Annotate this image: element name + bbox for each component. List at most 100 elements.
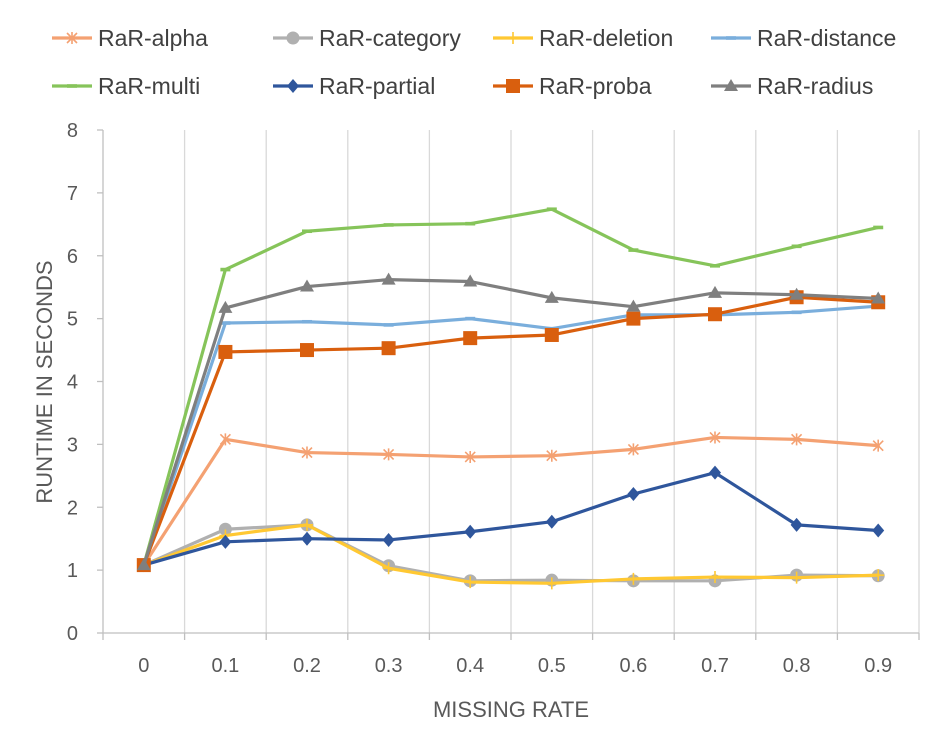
data-point <box>708 307 722 322</box>
series-RaR-partial <box>137 465 885 573</box>
legend-label: RaR-distance <box>757 25 896 51</box>
data-point <box>463 331 478 346</box>
series-RaR-alpha <box>138 431 884 572</box>
series-line <box>142 278 880 567</box>
data-point <box>465 316 476 321</box>
data-point <box>300 279 314 292</box>
data-point <box>872 523 885 538</box>
legend-label: RaR-deletion <box>539 25 673 51</box>
x-tick-label: 0.8 <box>783 655 811 677</box>
series-layer <box>136 207 886 590</box>
x-tick-label: 0.4 <box>456 655 484 677</box>
y-tick-label: 4 <box>67 372 78 394</box>
data-point <box>626 311 641 326</box>
data-point <box>300 343 314 358</box>
data-point <box>218 344 233 359</box>
data-point <box>791 310 802 315</box>
series-line <box>142 435 880 567</box>
legend: RaR-alpha RaR-category RaR-deletion RaR-dis… <box>52 25 896 99</box>
series-line <box>142 471 880 567</box>
data-point <box>381 341 396 356</box>
series-line <box>142 295 880 567</box>
data-point <box>709 431 721 444</box>
legend-item: RaR-proba <box>493 73 652 99</box>
data-point <box>302 229 312 234</box>
y-tick-label: 3 <box>67 434 78 456</box>
data-point <box>381 272 396 285</box>
data-point <box>383 223 394 227</box>
y-tick-label: 6 <box>67 246 78 268</box>
legend-swatch-marker <box>66 32 78 44</box>
legend-item: RaR-multi <box>52 73 200 99</box>
data-point <box>464 524 477 539</box>
series-line <box>142 523 880 585</box>
legend-swatch-marker <box>506 79 520 93</box>
y-axis-title: RUNTIME IN SECONDS <box>32 260 57 503</box>
legend-swatch-marker <box>726 36 736 40</box>
data-point <box>383 448 395 461</box>
legend-item: RaR-alpha <box>52 25 208 51</box>
data-point <box>626 299 641 312</box>
y-tick-label: 2 <box>67 497 78 519</box>
legend-item: RaR-radius <box>711 73 873 99</box>
data-point <box>545 577 558 590</box>
data-point <box>872 569 885 582</box>
y-tick-label: 0 <box>67 623 78 645</box>
x-tick-label: 0.9 <box>864 655 892 677</box>
data-point <box>463 274 478 287</box>
y-tick-label: 5 <box>67 309 78 331</box>
data-point <box>544 290 559 303</box>
y-tick-label: 7 <box>67 183 78 205</box>
data-point <box>382 532 395 547</box>
legend-swatch-marker <box>286 31 300 45</box>
legend-item: RaR-distance <box>711 25 896 51</box>
data-point <box>791 244 802 249</box>
legend-swatch-marker <box>67 84 77 88</box>
x-axis-title: MISSING RATE <box>433 697 589 722</box>
grid-layer <box>183 130 920 633</box>
data-point <box>790 517 803 532</box>
series-RaR-radius <box>136 272 886 571</box>
data-point <box>220 321 231 325</box>
y-tick-label: 1 <box>67 560 78 582</box>
data-point <box>546 449 558 462</box>
data-point <box>382 562 395 575</box>
legend-swatch-marker <box>724 79 738 91</box>
data-point <box>302 319 312 324</box>
data-point <box>219 534 232 549</box>
legend-item: RaR-partial <box>273 73 435 99</box>
data-point <box>545 514 558 529</box>
data-point <box>301 518 313 531</box>
data-point <box>710 264 720 268</box>
data-point <box>789 287 804 300</box>
data-point <box>871 291 886 304</box>
x-tick-label: 0.1 <box>211 655 239 677</box>
legend-item: RaR-deletion <box>493 25 673 51</box>
data-point <box>383 323 394 327</box>
data-point <box>708 285 722 298</box>
legend-label: RaR-multi <box>98 73 200 99</box>
series-RaR-multi <box>138 207 884 567</box>
data-point <box>627 572 640 585</box>
data-point <box>791 433 803 446</box>
data-point <box>873 225 884 230</box>
data-point <box>627 443 639 456</box>
data-point <box>709 571 721 584</box>
legend-swatch-marker <box>507 32 519 44</box>
data-point <box>220 267 231 272</box>
data-point <box>464 450 476 463</box>
series-RaR-deletion <box>137 518 885 590</box>
data-point <box>627 487 640 502</box>
legend-label: RaR-category <box>319 25 461 51</box>
legend-label: RaR-radius <box>757 73 873 99</box>
data-point <box>301 446 313 459</box>
data-point <box>872 439 884 452</box>
data-point <box>544 327 559 342</box>
data-point <box>790 571 803 584</box>
series-line <box>142 304 880 567</box>
legend-item: RaR-category <box>273 25 461 51</box>
x-tick-label: 0 <box>138 655 149 677</box>
series-line <box>142 207 880 567</box>
